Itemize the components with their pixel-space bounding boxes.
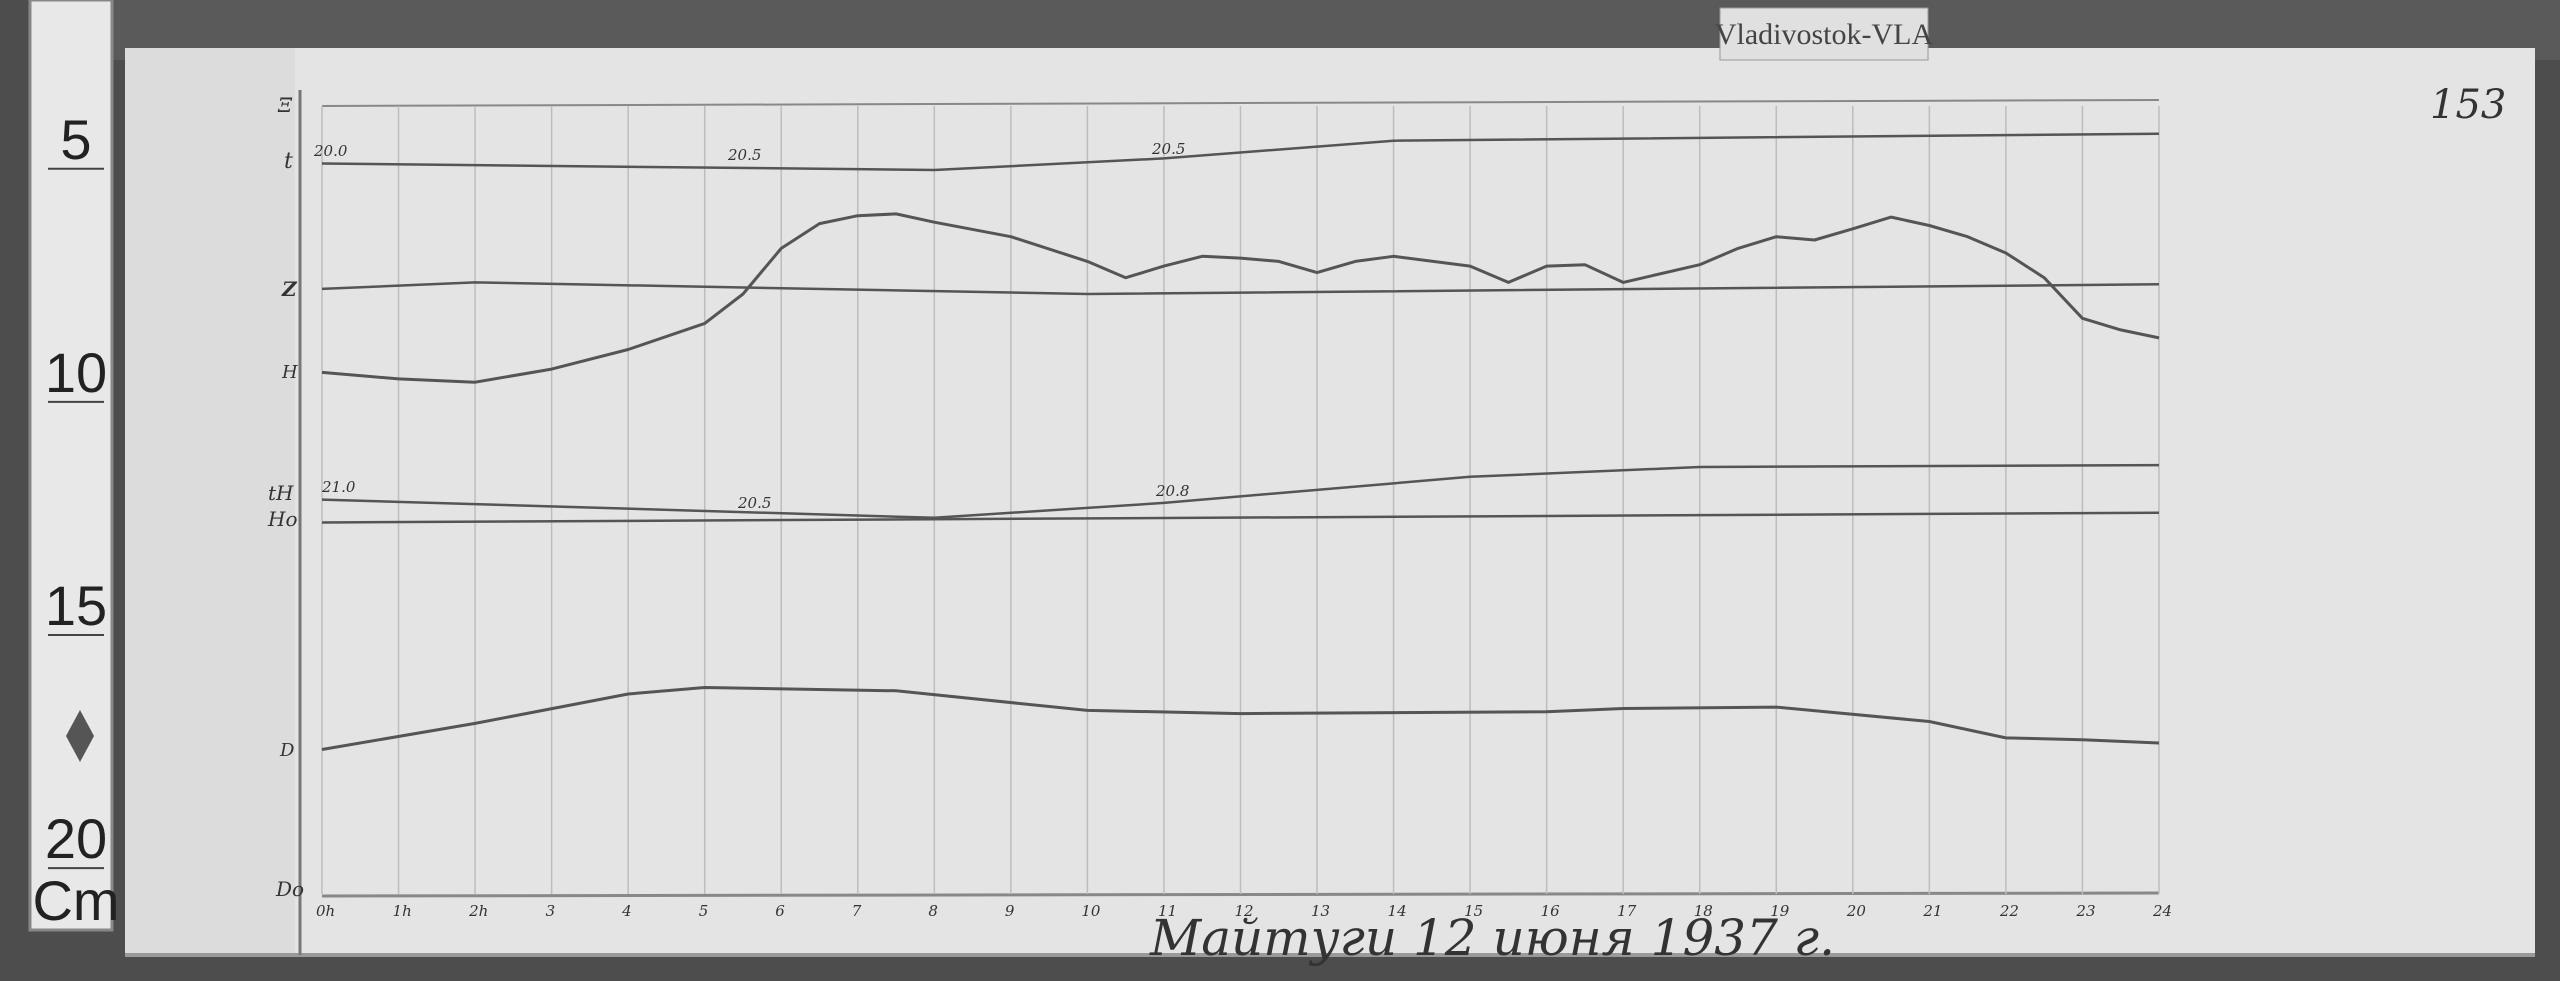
sheet-number: 153 <box>2430 82 2506 128</box>
hour-tick-label: 16 <box>1541 902 1561 920</box>
ruler-diamond-icon <box>66 710 94 762</box>
top-reference-line <box>321 99 2159 107</box>
trace-label-h: H <box>281 362 298 383</box>
hour-tick-label: 11 <box>1158 902 1177 920</box>
trace-label-d: D <box>279 740 295 761</box>
hour-tick-label: 14 <box>1388 902 1407 920</box>
hour-tick-label: 4 <box>621 902 632 920</box>
station-label: Vladivostok-VLA <box>1715 18 1934 51</box>
ruler-number: 20 <box>45 807 107 870</box>
trace-z <box>321 281 2160 296</box>
hour-tick-label: 8 <box>928 902 938 920</box>
trace-ho <box>321 511 2160 524</box>
trace-label-th: tH <box>268 481 294 505</box>
hour-tick-label: 17 <box>1617 902 1637 920</box>
ruler-number: 5 <box>60 108 91 171</box>
paper-sheet <box>125 48 2535 953</box>
station-label-card <box>1719 7 1929 61</box>
hour-tick-label: 13 <box>1311 902 1330 920</box>
ruler-unit: Cm <box>32 869 119 932</box>
temp-annotation: 20.8 <box>1155 482 1189 500</box>
traces <box>321 132 2160 751</box>
hour-tick-label: 5 <box>699 902 709 920</box>
hour-tick-label: 7 <box>852 902 862 920</box>
hour-tick-label: 19 <box>1770 902 1790 920</box>
trace-label-d0: Do <box>275 877 304 901</box>
hour-tick-label: 10 <box>1081 902 1101 920</box>
trace-h <box>321 212 2160 384</box>
trace-d <box>321 686 2160 751</box>
hour-tick-label: 21 <box>1922 902 1942 920</box>
trace-t <box>321 132 2160 172</box>
trace-label-h0: Ho <box>267 507 297 531</box>
hour-tick-label: 0h <box>316 902 335 920</box>
temp-annotation: 20.5 <box>737 494 771 512</box>
hour-grid <box>298 90 2160 955</box>
trace-th <box>321 463 2160 520</box>
caption-station-date: Майтуги 12 июня 1937 г. <box>1149 909 1835 967</box>
temp-annotation: 20.5 <box>727 146 761 164</box>
paper-margin <box>125 48 295 953</box>
trace-label-t: t <box>284 149 293 174</box>
ruler-number: 10 <box>45 341 107 404</box>
ruler-number: 15 <box>45 574 107 637</box>
hour-tick-label: 15 <box>1464 902 1483 920</box>
hour-tick-label: 9 <box>1005 902 1015 920</box>
hour-tick-label: 6 <box>775 902 785 920</box>
temp-annotation: 20.5 <box>1151 140 1185 158</box>
hour-tick-label: 3 <box>546 902 556 920</box>
trace-label-z: Z <box>281 277 298 301</box>
hour-tick-label: 22 <box>1999 902 2019 920</box>
hour-tick-label: 12 <box>1234 902 1253 920</box>
hour-tick-label: 24 <box>2152 902 2172 920</box>
hour-tick-label: 20 <box>1846 902 1867 920</box>
hour-tick-labels: 0h 1h 2h 3 4 5 6 7 8 9 10 11 12 13 14 15 16 17 18 19 20 21 22 2… <box>316 902 2172 920</box>
trace-label-z-temp: Ξ <box>277 93 293 117</box>
ruler <box>28 0 114 932</box>
temp-annotation: 20.0 <box>313 142 348 160</box>
hour-tick-label: 1h <box>393 902 412 920</box>
temp-annotation: 21.0 <box>321 478 356 496</box>
hour-tick-label: 2h <box>468 902 488 920</box>
hour-tick-label: 23 <box>2075 902 2095 920</box>
hour-tick-label: 18 <box>1694 902 1713 920</box>
